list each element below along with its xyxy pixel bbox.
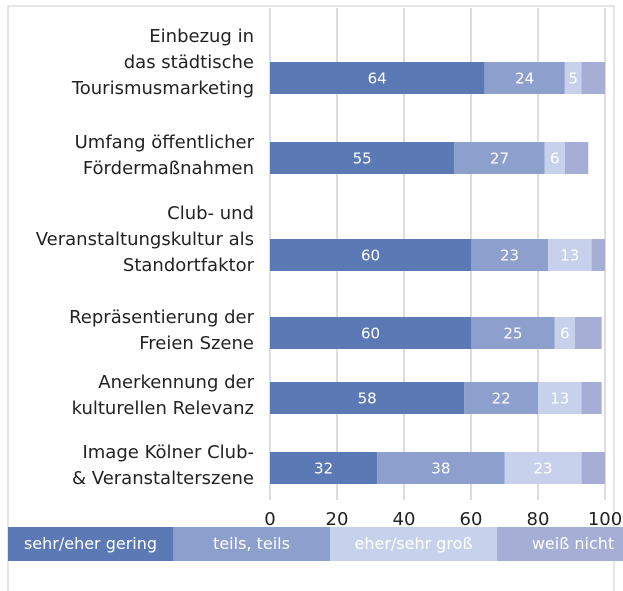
bar-segment <box>581 62 605 94</box>
x-tick-label: 0 <box>264 509 275 530</box>
data-label: 25 <box>503 325 522 343</box>
bar-segment <box>270 62 485 94</box>
bar-segment <box>270 382 465 414</box>
category-label: Umfang öffentlicher Fördermaßnahmen <box>74 132 254 179</box>
data-label: 64 <box>368 70 387 88</box>
frame <box>7 5 615 591</box>
bar-segment <box>484 62 565 94</box>
data-label: 13 <box>550 390 569 408</box>
x-tick-label: 20 <box>326 509 349 530</box>
legend-entry: teils, teils <box>173 527 330 561</box>
bar-segment <box>564 142 589 174</box>
data-label: 23 <box>500 247 519 265</box>
bar-segment <box>544 142 565 174</box>
data-label: 6 <box>550 150 560 168</box>
bar-segment <box>504 452 582 484</box>
category-label: Club- und Veranstaltungskultur als Stand… <box>35 203 254 276</box>
data-label: 58 <box>358 390 377 408</box>
x-tick-label: 80 <box>527 509 550 530</box>
bar-segment <box>270 317 471 349</box>
bar-segment <box>564 62 582 94</box>
bar-segment <box>548 239 592 271</box>
category-label: Image Kölner Club- & Veranstalterszene <box>72 442 254 489</box>
x-tick-label: 60 <box>460 509 483 530</box>
data-label: 38 <box>431 460 450 478</box>
data-label: 55 <box>353 150 372 168</box>
data-label: 27 <box>490 150 509 168</box>
bar-segment <box>581 382 602 414</box>
data-label: 32 <box>314 460 333 478</box>
x-tick-label: 40 <box>393 509 416 530</box>
bar-segment <box>471 317 555 349</box>
bar-segment <box>581 452 605 484</box>
data-label: 5 <box>568 70 578 88</box>
bar-segment <box>464 382 538 414</box>
data-label: 60 <box>361 325 380 343</box>
data-label: 6 <box>560 325 570 343</box>
bar-segment <box>377 452 505 484</box>
data-label: 23 <box>533 460 552 478</box>
bar-segment <box>270 452 378 484</box>
data-label: 22 <box>492 390 511 408</box>
data-label: 13 <box>560 247 579 265</box>
category-label: Anerkennung der kulturellen Relevanz <box>71 372 254 419</box>
bar-segment <box>471 239 549 271</box>
bar-segment <box>270 239 471 271</box>
bar-segment <box>591 239 605 271</box>
category-label: Repräsentierung der Freien Szene <box>69 307 254 354</box>
x-tick-label: 100 <box>588 509 622 530</box>
category-label: Einbezug in das städtische Tourismusmark… <box>71 26 254 99</box>
bar-segment <box>270 142 455 174</box>
bar-segment <box>554 317 575 349</box>
legend-entry: weiß nicht <box>497 527 623 561</box>
legend-entry: eher/sehr groß <box>330 527 497 561</box>
data-label: 60 <box>361 247 380 265</box>
bar-segment <box>454 142 545 174</box>
legend-entry: sehr/eher gering <box>8 527 173 561</box>
bar-segment <box>538 382 582 414</box>
bar-segment <box>574 317 602 349</box>
data-label: 24 <box>515 70 534 88</box>
